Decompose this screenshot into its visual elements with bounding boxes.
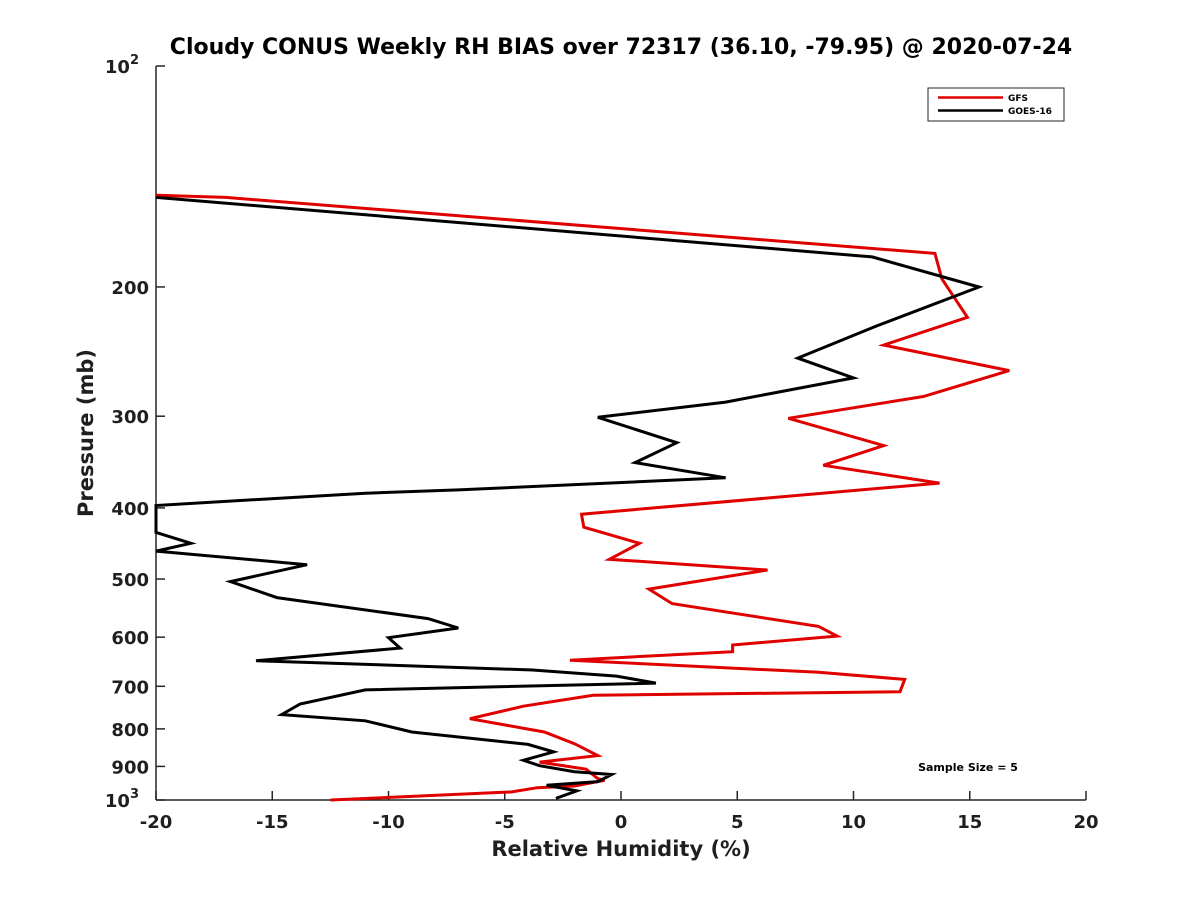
y-tick-label: 500 [111, 570, 149, 591]
y-tick-label: 800 [111, 720, 149, 741]
axes [155, 66, 1086, 801]
x-tick-label: 5 [731, 812, 744, 833]
x-tick-label: 10 [841, 812, 866, 833]
x-ticks: -20 -15 -10 -5 0 5 10 15 20 [140, 791, 1099, 833]
x-tick-label: 15 [957, 812, 982, 833]
x-tick-label: 20 [1073, 812, 1098, 833]
legend-label-goes16: GOES-16 [1008, 107, 1052, 117]
chart-title: Cloudy CONUS Weekly RH BIAS over 72317 (… [170, 35, 1072, 60]
y-tick-label: 700 [111, 677, 149, 698]
series-layer [154, 193, 1010, 802]
y-tick-label: 600 [111, 628, 149, 649]
y-tick-label: 103 [105, 787, 139, 812]
x-tick-label: -5 [495, 812, 515, 833]
x-tick-label: -10 [372, 812, 405, 833]
series-line-goes16 [154, 195, 984, 800]
x-tick-label: 0 [615, 812, 628, 833]
x-axis-label: Relative Humidity (%) [491, 837, 750, 861]
series-line-gfs [155, 193, 1010, 802]
y-tick-label: 400 [111, 499, 149, 520]
y-tick-label: 102 [105, 53, 139, 78]
x-tick-label: -20 [140, 812, 173, 833]
y-tick-label: 200 [111, 278, 149, 299]
legend: GFS GOES-16 [927, 87, 1065, 122]
y-tick-label: 300 [111, 407, 149, 428]
legend-box [927, 87, 1065, 122]
x-tick-label: -15 [256, 812, 289, 833]
y-tick-label: 900 [111, 757, 149, 778]
y-ticks: 102 200 300 400 500 600 700 800 900 103 [105, 53, 165, 812]
legend-label-gfs: GFS [1008, 94, 1028, 104]
y-axis-label: Pressure (mb) [74, 349, 98, 517]
sample-size-annotation: Sample Size = 5 [918, 761, 1018, 774]
